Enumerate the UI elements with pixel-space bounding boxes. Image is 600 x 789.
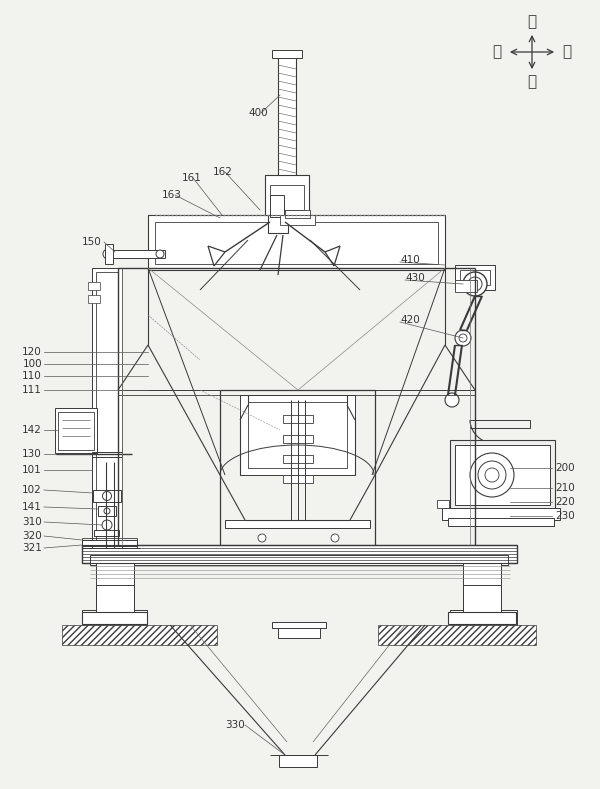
Text: 321: 321 bbox=[22, 543, 42, 553]
Bar bbox=[268, 215, 288, 233]
Text: 330: 330 bbox=[225, 720, 245, 730]
Bar bbox=[98, 506, 116, 516]
Bar bbox=[378, 625, 536, 645]
Bar bbox=[90, 555, 508, 565]
Bar bbox=[148, 215, 445, 270]
Text: 420: 420 bbox=[400, 315, 420, 325]
Bar bbox=[455, 265, 495, 290]
Text: 320: 320 bbox=[22, 531, 42, 541]
Text: 230: 230 bbox=[555, 511, 575, 521]
Bar bbox=[463, 585, 501, 613]
Text: 102: 102 bbox=[22, 485, 42, 495]
Bar bbox=[448, 518, 554, 526]
Text: 111: 111 bbox=[22, 385, 42, 395]
Bar bbox=[93, 490, 121, 502]
Bar bbox=[82, 612, 147, 624]
Circle shape bbox=[459, 334, 467, 342]
Bar bbox=[285, 210, 310, 218]
Bar bbox=[240, 395, 355, 475]
Bar bbox=[88, 282, 100, 290]
Circle shape bbox=[156, 250, 164, 258]
Text: 130: 130 bbox=[22, 449, 42, 459]
Text: 162: 162 bbox=[213, 167, 233, 177]
Bar bbox=[92, 268, 122, 548]
Bar bbox=[450, 610, 517, 625]
Bar bbox=[82, 538, 137, 548]
Text: 430: 430 bbox=[405, 273, 425, 283]
Bar bbox=[272, 50, 302, 58]
Bar bbox=[88, 295, 100, 303]
Bar bbox=[283, 455, 313, 463]
Bar bbox=[463, 563, 501, 613]
Bar bbox=[272, 622, 326, 628]
Bar bbox=[105, 244, 113, 264]
Text: 下: 下 bbox=[527, 74, 536, 89]
Circle shape bbox=[455, 330, 471, 346]
Bar bbox=[55, 408, 97, 453]
Text: 左: 左 bbox=[493, 44, 502, 59]
Bar bbox=[248, 402, 347, 468]
Bar bbox=[155, 222, 438, 264]
Bar bbox=[448, 612, 516, 624]
Text: 141: 141 bbox=[22, 502, 42, 512]
Bar bbox=[58, 412, 94, 450]
Bar bbox=[283, 475, 313, 483]
Bar bbox=[96, 585, 134, 613]
Text: 210: 210 bbox=[555, 483, 575, 493]
Circle shape bbox=[478, 461, 506, 489]
Bar bbox=[460, 270, 490, 285]
Bar bbox=[450, 440, 555, 510]
Text: 120: 120 bbox=[22, 347, 42, 357]
Bar bbox=[265, 175, 309, 215]
Text: 200: 200 bbox=[555, 463, 575, 473]
Bar bbox=[279, 755, 317, 767]
Text: 101: 101 bbox=[22, 465, 42, 475]
Circle shape bbox=[102, 520, 112, 530]
Bar bbox=[82, 540, 137, 546]
Text: 150: 150 bbox=[82, 237, 102, 247]
Bar bbox=[455, 280, 477, 292]
Bar bbox=[94, 530, 119, 536]
Text: 410: 410 bbox=[400, 255, 420, 265]
Circle shape bbox=[445, 393, 459, 407]
Text: 400: 400 bbox=[248, 108, 268, 118]
Text: 110: 110 bbox=[22, 371, 42, 381]
Bar bbox=[283, 415, 313, 423]
Text: 163: 163 bbox=[162, 190, 182, 200]
Text: 161: 161 bbox=[182, 173, 202, 183]
Circle shape bbox=[258, 534, 266, 542]
Bar bbox=[270, 195, 284, 217]
Bar bbox=[105, 250, 165, 258]
Bar bbox=[96, 272, 118, 544]
Bar bbox=[283, 435, 313, 443]
Bar bbox=[92, 452, 122, 457]
Circle shape bbox=[468, 277, 482, 291]
Bar bbox=[270, 185, 304, 210]
Circle shape bbox=[104, 508, 110, 514]
Bar bbox=[442, 508, 560, 520]
Text: 上: 上 bbox=[527, 14, 536, 29]
Bar bbox=[280, 215, 315, 225]
Circle shape bbox=[103, 492, 112, 500]
Bar bbox=[82, 610, 147, 625]
Circle shape bbox=[485, 468, 499, 482]
Bar bbox=[470, 420, 530, 428]
Circle shape bbox=[103, 249, 113, 259]
Bar bbox=[62, 625, 217, 645]
Bar bbox=[455, 445, 550, 505]
Bar bbox=[278, 55, 296, 220]
Circle shape bbox=[331, 534, 339, 542]
Bar bbox=[225, 520, 370, 528]
Circle shape bbox=[470, 453, 514, 497]
Bar bbox=[278, 628, 320, 638]
Bar bbox=[96, 563, 134, 613]
Bar bbox=[437, 500, 449, 508]
Circle shape bbox=[463, 272, 487, 296]
Text: 142: 142 bbox=[22, 425, 42, 435]
Text: 右: 右 bbox=[562, 44, 572, 59]
Bar bbox=[82, 545, 517, 563]
Text: 310: 310 bbox=[22, 517, 42, 527]
Text: 100: 100 bbox=[22, 359, 42, 369]
Text: 220: 220 bbox=[555, 497, 575, 507]
